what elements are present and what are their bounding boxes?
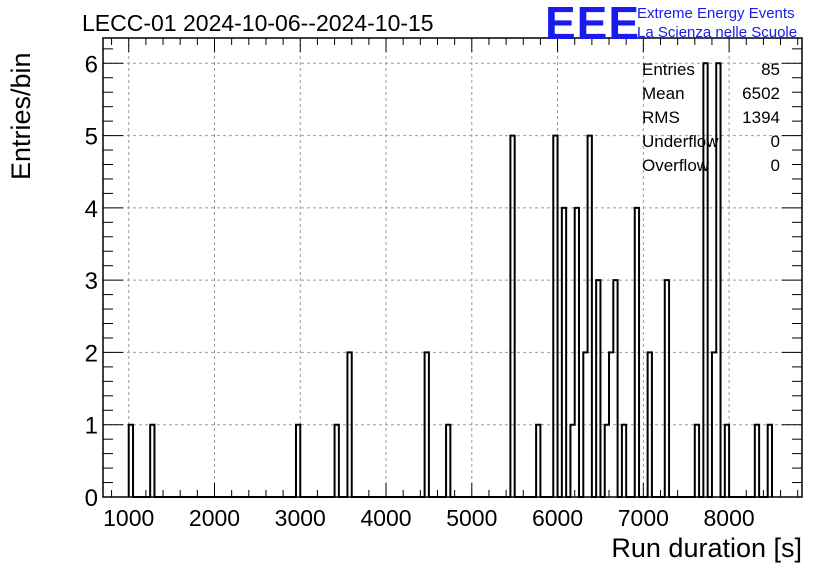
y-tick-label: 2 bbox=[85, 340, 98, 367]
stat-row-underflow: Underflow 0 bbox=[642, 130, 780, 154]
y-tick-label: 0 bbox=[85, 485, 98, 512]
x-tick-label: 7000 bbox=[618, 505, 669, 531]
stat-label: Entries bbox=[642, 60, 695, 79]
stat-row-entries: Entries 85 bbox=[642, 58, 780, 82]
stat-label: Overflow bbox=[642, 156, 710, 175]
x-tick-label: 8000 bbox=[704, 505, 755, 531]
y-tick-labels: 0 1 2 3 4 5 6 bbox=[85, 51, 98, 512]
stat-value: 0 bbox=[770, 132, 780, 151]
stat-value: 6502 bbox=[742, 84, 780, 103]
x-tick-label: 2000 bbox=[189, 505, 240, 531]
y-tick-label: 6 bbox=[85, 51, 98, 78]
x-tick-label: 6000 bbox=[532, 505, 583, 531]
plot-frame bbox=[102, 37, 803, 498]
stat-row-rms: RMS 1394 bbox=[642, 106, 780, 130]
x-tick-label: 5000 bbox=[446, 505, 497, 531]
stat-label: Mean bbox=[642, 84, 685, 103]
logo-line-1: Extreme Energy Events bbox=[637, 5, 795, 22]
stats-box: Entries 85 Mean 6502 RMS 1394 Underflow … bbox=[642, 58, 780, 178]
stat-label: RMS bbox=[642, 108, 680, 127]
chart-title: LECC-01 2024-10-06--2024-10-15 bbox=[82, 10, 434, 36]
y-tick-label: 4 bbox=[85, 196, 98, 223]
logo-text: Extreme Energy Events La Scienza nelle S… bbox=[637, 4, 797, 42]
y-axis-label: Entries/bin bbox=[6, 52, 36, 180]
y-tick-label: 3 bbox=[85, 268, 98, 295]
stat-row-mean: Mean 6502 bbox=[642, 82, 780, 106]
grid bbox=[103, 38, 802, 497]
stat-label: Underflow bbox=[642, 132, 719, 151]
y-tick-label: 5 bbox=[85, 124, 98, 151]
stat-value: 1394 bbox=[742, 108, 780, 127]
stat-row-overflow: Overflow 0 bbox=[642, 154, 780, 178]
x-tick-label: 3000 bbox=[275, 505, 326, 531]
x-tick-labels: 1000 2000 3000 4000 5000 6000 7000 8000 bbox=[103, 505, 755, 531]
logo-line-2: La Scienza nelle Scuole bbox=[637, 24, 798, 41]
x-axis-label: Run duration [s] bbox=[611, 533, 802, 563]
stat-value: 85 bbox=[761, 60, 780, 79]
axis-ticks bbox=[103, 38, 802, 498]
y-tick-label: 1 bbox=[85, 413, 98, 440]
x-tick-label: 1000 bbox=[103, 505, 154, 531]
x-tick-label: 4000 bbox=[360, 505, 411, 531]
stat-value: 0 bbox=[770, 156, 780, 175]
eee-logo: EEE bbox=[545, 0, 641, 49]
